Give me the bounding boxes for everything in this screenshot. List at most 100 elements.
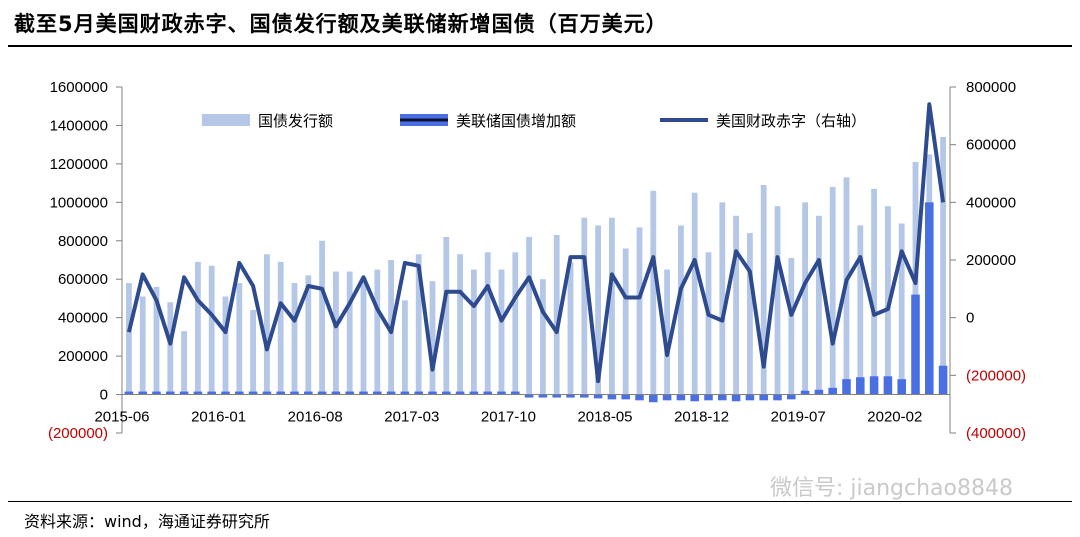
fed-treasury-bar (248, 391, 258, 395)
fed-treasury-bar (373, 391, 382, 395)
x-tick-label: 2019-07 (771, 409, 826, 426)
legend-label-issuance: 国债发行额 (258, 112, 333, 130)
issuance-bar (774, 206, 781, 395)
fed-treasury-bar (649, 394, 658, 403)
issuance-bar (195, 261, 201, 395)
issuance-bar (664, 269, 670, 395)
issuance-bar (940, 136, 946, 395)
fed-treasury-bar (386, 391, 396, 395)
issuance-bar (374, 269, 381, 395)
fed-treasury-bar (869, 376, 879, 395)
issuance-bar (705, 252, 712, 395)
issuance-bar (553, 235, 560, 395)
legend-label-fed: 美联储国债增加额 (456, 112, 576, 130)
issuance-bar (360, 277, 367, 395)
issuance-bar (126, 283, 132, 395)
fed-treasury-bar (304, 391, 313, 395)
x-tick-label: 2016-08 (288, 409, 343, 426)
fed-treasury-bar (221, 391, 230, 395)
x-tick-label: 2018-05 (577, 409, 632, 426)
issuance-bar (277, 261, 284, 395)
issuance-bar (305, 275, 312, 395)
issuance-bar (898, 223, 905, 395)
issuance-bar (415, 254, 422, 395)
left-tick-label: (200000) (48, 425, 108, 442)
fed-treasury-bar (704, 394, 713, 401)
issuance-bar (540, 279, 546, 395)
issuance-bar (636, 227, 643, 395)
fed-treasury-bar (455, 391, 465, 395)
issuance-bar (139, 296, 146, 395)
fed-treasury-bar (593, 394, 603, 399)
issuance-bar (829, 186, 836, 395)
issuance-bar (222, 296, 229, 395)
issuance-bar (719, 202, 726, 395)
fed-treasury-bar (193, 391, 203, 395)
issuance-bar (691, 192, 698, 395)
fed-treasury-bar (179, 391, 189, 395)
watermark: 微信号: jiangchao8848 (770, 476, 1013, 501)
x-tick-label: 2017-03 (384, 409, 439, 426)
issuance-bar (236, 283, 243, 395)
issuance-bar (788, 258, 795, 395)
fed-treasury-bar (662, 394, 672, 401)
fed-treasury-bar (359, 391, 368, 395)
fed-treasury-bar (331, 391, 341, 395)
fed-treasury-bar (497, 391, 506, 395)
fed-treasury-bar (538, 394, 548, 398)
fed-treasury-bar (773, 394, 782, 401)
issuance-bar (471, 269, 477, 395)
fed-treasury-bar (621, 394, 630, 400)
fed-treasury-bar (759, 394, 768, 401)
fed-treasury-bar (552, 394, 561, 398)
issuance-bar (167, 302, 174, 395)
left-tick-label: 200000 (58, 348, 108, 365)
left-tick-label: 0 (100, 387, 108, 404)
x-tick-label: 2016-01 (191, 409, 246, 426)
fed-treasury-bar (718, 394, 727, 401)
issuance-bar (153, 286, 160, 395)
fed-treasury-bar (883, 376, 893, 395)
fed-treasury-bar (911, 294, 920, 395)
issuance-bar (760, 185, 767, 395)
left-tick-label: 800000 (58, 233, 108, 250)
issuance-bar (885, 206, 891, 395)
issuance-bar (346, 271, 353, 395)
issuance-bar (498, 269, 505, 395)
issuance-bar (264, 254, 270, 395)
fed-treasury-bar (676, 394, 686, 401)
x-tick-label: 2020-02 (867, 409, 922, 426)
fed-treasury-bar (469, 391, 479, 395)
fed-treasury-bar (414, 391, 423, 395)
issuance-bar (581, 217, 588, 395)
issuance-bar (802, 202, 808, 395)
legend-swatch-issuance (202, 114, 250, 126)
source-note: 资料来源：wind，海通证券研究所 (24, 512, 270, 531)
page-title: 截至5月美国财政赤字、国债发行额及美联储新增国债（百万美元） (14, 12, 668, 36)
fed-treasury-bar (938, 365, 948, 395)
left-tick-label: 600000 (58, 271, 108, 288)
fed-treasury-bar (483, 391, 492, 395)
issuance-bar (319, 240, 325, 395)
issuance-bar (512, 252, 519, 395)
issuance-bar (609, 217, 615, 395)
fed-treasury-bar (842, 379, 851, 395)
fed-treasury-bar (745, 394, 755, 401)
left-tick-label: 1000000 (50, 194, 108, 211)
issuance-bar (457, 254, 463, 395)
chart: 1600000 1400000 1200000 1000000 800000 600000… (48, 79, 1026, 442)
x-tick-label: 2018-12 (674, 409, 729, 426)
issuance-bar (333, 271, 339, 395)
issuance-bar (208, 265, 215, 395)
fed-treasury-bar (690, 394, 699, 402)
footer-rule (8, 501, 1072, 502)
issuance-bar (484, 252, 491, 395)
fed-treasury-bar (262, 391, 272, 395)
fed-treasury-bar (276, 391, 285, 395)
left-tick-label: 1200000 (50, 156, 108, 173)
fed-treasury-bar (511, 391, 520, 395)
legend-label-deficit: 美国财政赤字（右轴） (716, 112, 866, 130)
fed-treasury-bar (152, 391, 161, 395)
issuance-bar (526, 236, 532, 395)
issuance-bar (650, 190, 657, 395)
